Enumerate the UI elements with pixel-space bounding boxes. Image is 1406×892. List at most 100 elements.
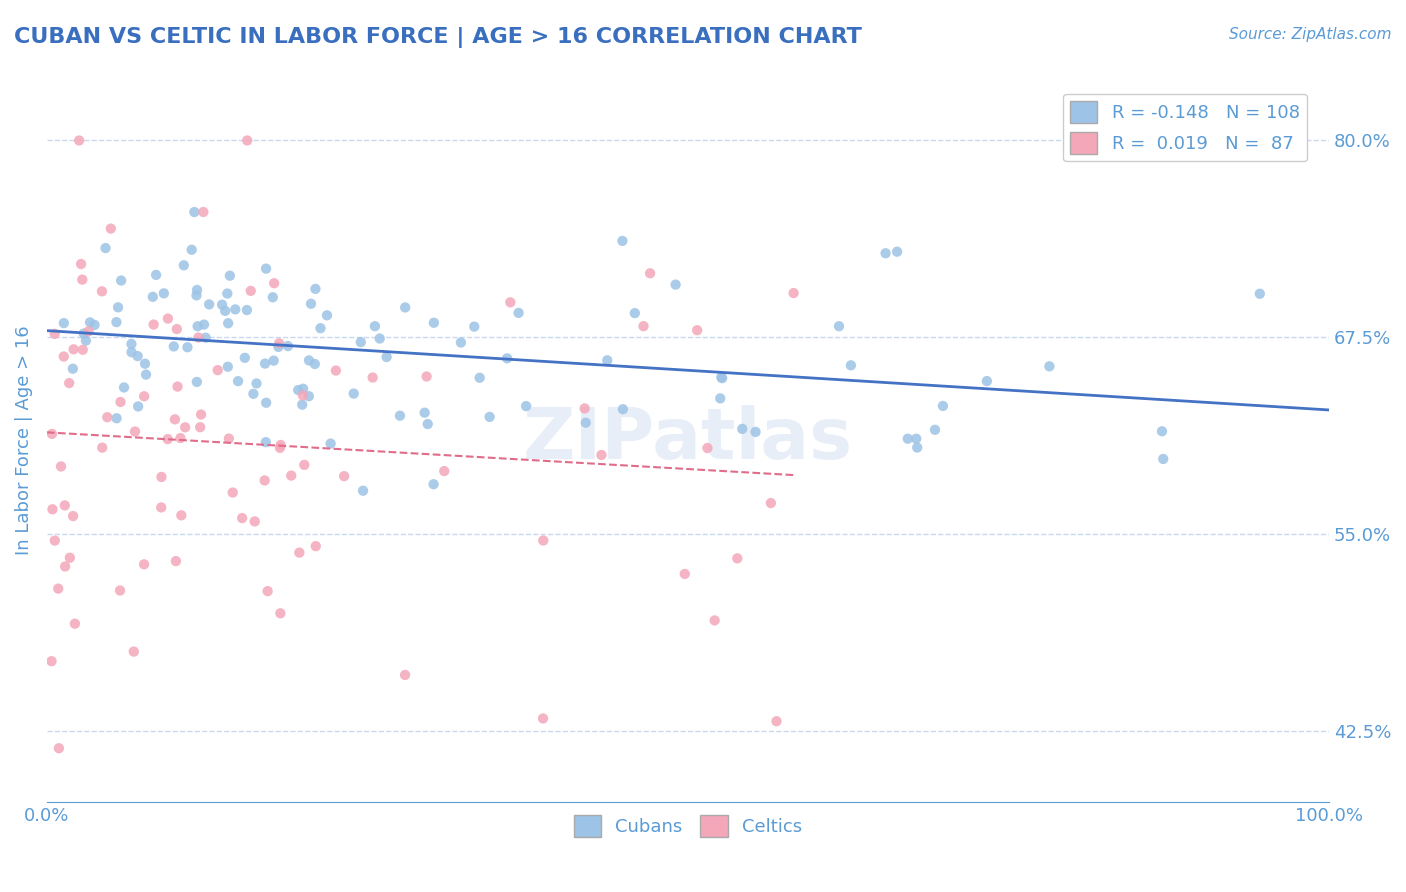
Point bbox=[782, 286, 804, 301]
Point bbox=[218, 432, 240, 446]
Point bbox=[176, 340, 198, 354]
Point bbox=[187, 319, 209, 334]
Point bbox=[62, 343, 84, 357]
Point bbox=[305, 539, 328, 553]
Point bbox=[122, 645, 145, 659]
Point bbox=[44, 326, 66, 341]
Point bbox=[70, 257, 93, 271]
Point bbox=[710, 370, 733, 384]
Point bbox=[254, 261, 277, 276]
Point bbox=[765, 714, 787, 729]
Point bbox=[142, 290, 165, 304]
Point bbox=[77, 324, 100, 338]
Point bbox=[218, 268, 240, 283]
Point bbox=[134, 389, 156, 403]
Point bbox=[105, 315, 128, 329]
Point bbox=[270, 438, 292, 452]
Point bbox=[79, 315, 101, 329]
Point bbox=[245, 376, 267, 391]
Point bbox=[62, 361, 84, 376]
Point bbox=[292, 382, 315, 396]
Point bbox=[1152, 452, 1174, 467]
Point bbox=[325, 363, 347, 377]
Point bbox=[1150, 424, 1173, 438]
Point bbox=[433, 464, 456, 478]
Point bbox=[744, 425, 766, 439]
Point bbox=[416, 417, 439, 431]
Point bbox=[188, 420, 211, 434]
Point bbox=[352, 483, 374, 498]
Point bbox=[267, 340, 290, 354]
Point bbox=[450, 335, 472, 350]
Point bbox=[277, 339, 299, 353]
Point bbox=[217, 359, 239, 374]
Point bbox=[222, 485, 245, 500]
Point bbox=[932, 399, 955, 413]
Point bbox=[233, 351, 256, 365]
Point bbox=[319, 436, 342, 450]
Point bbox=[193, 318, 215, 332]
Point bbox=[150, 500, 173, 515]
Point bbox=[711, 371, 734, 385]
Point bbox=[1249, 286, 1271, 301]
Point bbox=[46, 582, 69, 596]
Point bbox=[63, 616, 86, 631]
Point bbox=[135, 368, 157, 382]
Point bbox=[186, 283, 208, 297]
Point bbox=[591, 448, 613, 462]
Point bbox=[703, 614, 725, 628]
Point bbox=[44, 533, 66, 548]
Point bbox=[875, 246, 897, 260]
Point bbox=[110, 274, 132, 288]
Point bbox=[343, 386, 366, 401]
Point bbox=[263, 277, 285, 291]
Point bbox=[368, 332, 391, 346]
Point bbox=[839, 359, 862, 373]
Point bbox=[214, 304, 236, 318]
Point bbox=[288, 546, 311, 560]
Point bbox=[309, 321, 332, 335]
Point bbox=[298, 389, 321, 403]
Point bbox=[58, 376, 80, 390]
Point bbox=[231, 511, 253, 525]
Point bbox=[292, 458, 315, 472]
Point bbox=[243, 515, 266, 529]
Point bbox=[163, 412, 186, 426]
Point bbox=[207, 363, 229, 377]
Point bbox=[211, 298, 233, 312]
Text: ZIPatlas: ZIPatlas bbox=[523, 405, 853, 475]
Point bbox=[463, 319, 485, 334]
Point bbox=[41, 502, 63, 516]
Point bbox=[725, 551, 748, 566]
Point bbox=[62, 509, 84, 524]
Point bbox=[132, 558, 155, 572]
Point bbox=[299, 297, 322, 311]
Point bbox=[67, 133, 90, 147]
Point bbox=[256, 584, 278, 599]
Point bbox=[612, 234, 634, 248]
Point bbox=[187, 330, 209, 344]
Point bbox=[304, 357, 326, 371]
Point bbox=[263, 353, 285, 368]
Point bbox=[173, 258, 195, 272]
Point bbox=[127, 349, 149, 363]
Point bbox=[575, 416, 598, 430]
Text: Source: ZipAtlas.com: Source: ZipAtlas.com bbox=[1229, 27, 1392, 42]
Point bbox=[269, 607, 291, 621]
Point bbox=[190, 408, 212, 422]
Point bbox=[96, 410, 118, 425]
Point bbox=[496, 351, 519, 366]
Point bbox=[468, 370, 491, 384]
Point bbox=[120, 337, 142, 351]
Point bbox=[633, 319, 655, 334]
Point bbox=[364, 319, 387, 334]
Point bbox=[413, 406, 436, 420]
Point bbox=[186, 288, 208, 302]
Point bbox=[94, 241, 117, 255]
Point bbox=[665, 277, 688, 292]
Point bbox=[49, 459, 72, 474]
Point bbox=[124, 425, 146, 439]
Point bbox=[531, 533, 554, 548]
Point bbox=[242, 386, 264, 401]
Point bbox=[73, 326, 96, 341]
